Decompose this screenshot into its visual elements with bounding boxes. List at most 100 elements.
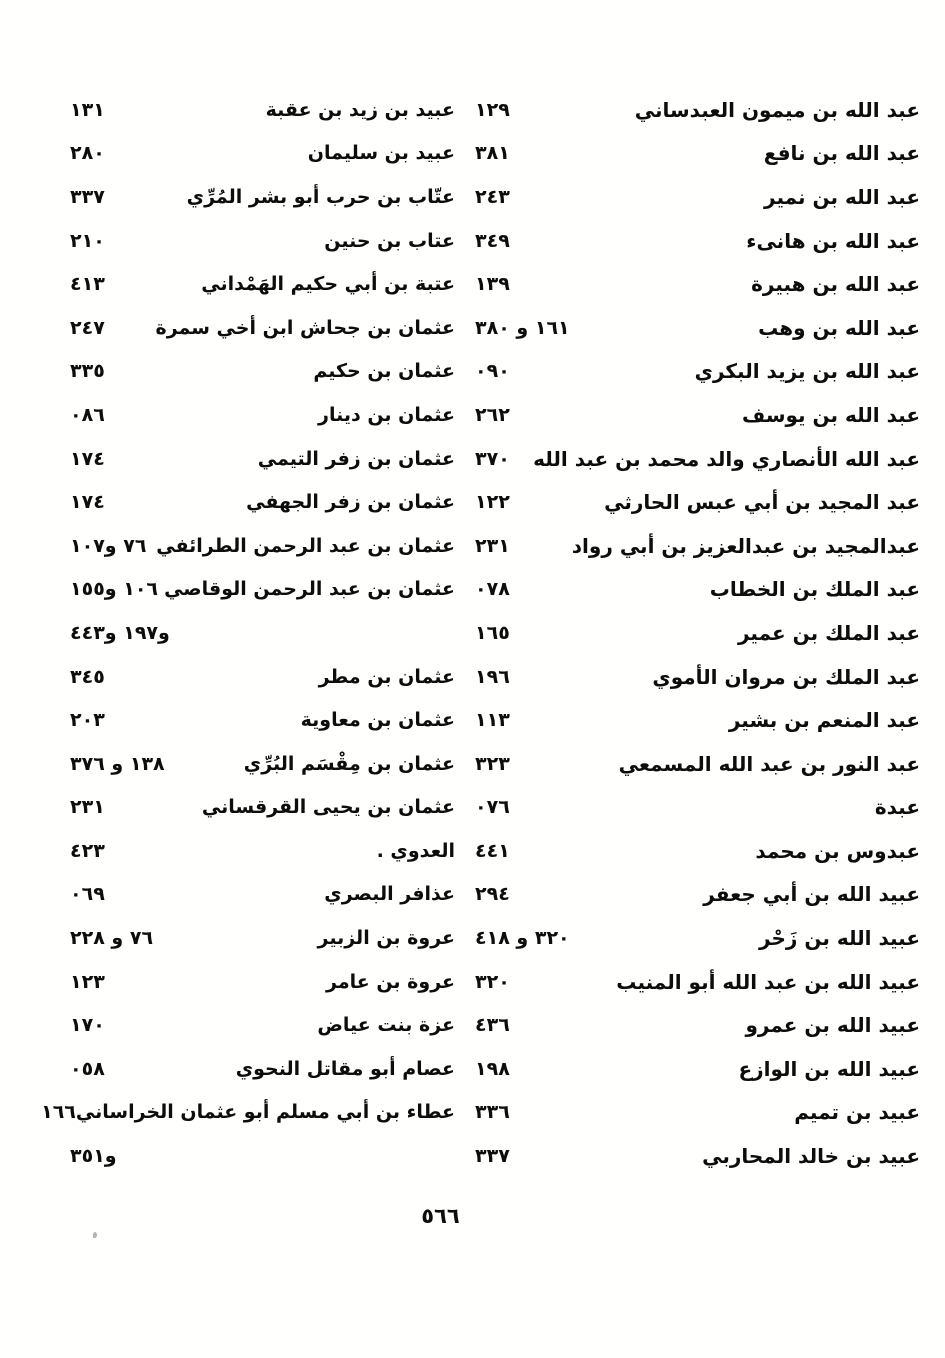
entry-page-number: ٣٣٥ — [70, 360, 105, 383]
entry-page-number: ١٣٩ — [475, 273, 510, 296]
entry-page-number: ٤٤١ — [475, 839, 510, 862]
entry-page-number: و٣٥١ — [70, 1145, 117, 1168]
index-row: و١٩٧ و٤٤٣ — [70, 611, 455, 655]
index-row: عبيد الله بن الوازع ١٩٨ — [475, 1047, 920, 1091]
entry-name: عزة بنت عياض — [317, 1014, 455, 1037]
index-row: عبيد بن زيد بن عقبة ١٣١ — [70, 88, 455, 132]
entry-name: عبيد الله بن عبد الله أبو المنيب — [616, 969, 920, 994]
entry-page-number: ٠٦٩ — [70, 883, 105, 906]
entry-name: عثمان بن زفر التيمي — [257, 447, 455, 470]
entry-name: عبيد بن زيد بن عقبة — [265, 98, 455, 121]
index-content: عبد الله بن ميمون العبدساني ١٢٩ عبد الله ب… — [0, 88, 945, 1178]
index-row: عبد الله بن يوسف ٢٦٢ — [475, 393, 920, 437]
entry-name: عبد الله بن نمير — [764, 184, 920, 209]
index-row: عذافر البصري ٠٦٩ — [70, 873, 455, 917]
entry-name: عبد الله الأنصاري والد محمد بن عبد الله — [533, 446, 920, 471]
entry-page-number: ٣٣٦ — [475, 1101, 510, 1124]
index-row: عبد الله بن يزيد البكري ٠٩٠ — [475, 350, 920, 394]
entry-name: عبد الملك بن الخطاب — [709, 577, 920, 602]
index-row: عثمان بن يحيى القرقساني ٢٣١ — [70, 786, 455, 830]
entry-page-number: ١١٣ — [475, 709, 510, 732]
entry-page-number: ٢٣١ — [70, 796, 105, 819]
entry-page-number: ٣٤٩ — [475, 229, 510, 252]
entry-name: عبد الله بن يزيد البكري — [694, 359, 920, 384]
entry-name: عثمان بن معاوية — [300, 709, 455, 732]
index-row: العدوي . ٤٢٣ — [70, 829, 455, 873]
entry-name: عتاب بن حنين — [324, 229, 455, 252]
index-row: عثمان بن مطر ٣٤٥ — [70, 655, 455, 699]
entry-name: عثمان بن يحيى القرقساني — [201, 796, 455, 819]
index-row: عثمان بن عبد الرحمن الوقاصي ١٠٦ و١٥٥ — [70, 568, 455, 612]
index-row: عثمان بن زفر الجهفي ١٧٤ — [70, 480, 455, 524]
entry-name: عبدوس بن محمد — [755, 838, 920, 863]
entry-name: عبدالمجيد بن عبدالعزيز بن أبي رواد — [571, 533, 920, 558]
entry-page-number: ١٩٨ — [475, 1057, 510, 1080]
index-row: عروة بن الزبير ٧٦ و ٢٢٨ — [70, 916, 455, 960]
index-row: عبد الله بن هانىء ٣٤٩ — [475, 219, 920, 263]
entry-name: عبد الله بن يوسف — [742, 402, 920, 427]
entry-page-number: ١٣١ — [70, 98, 105, 121]
entry-page-number: ٣٢٠ — [475, 970, 510, 993]
entry-name: عتّاب بن حرب أبو بشر المُرِّي — [186, 185, 455, 208]
index-row: عبيد الله بن أبي جعفر ٢٩٤ — [475, 873, 920, 917]
index-row: عروة بن عامر ١٢٣ — [70, 960, 455, 1004]
entry-page-number: ٢٤٧ — [70, 316, 105, 339]
entry-page-number: ٠٥٨ — [70, 1057, 105, 1080]
entry-page-number: ٣٨١ — [475, 142, 510, 165]
index-row: عبد المجيد بن أبي عبس الحارثي ١٢٢ — [475, 480, 920, 524]
index-row: عثمان بن جحاش ابن أخي سمرة ٢٤٧ — [70, 306, 455, 350]
index-row: عثمان بن حكيم ٣٣٥ — [70, 350, 455, 394]
entry-name: عبد الله بن هانىء — [746, 228, 920, 253]
entry-page-number: ٣٣٧ — [475, 1145, 510, 1168]
index-row: عبد الله الأنصاري والد محمد بن عبد الله ٣… — [475, 437, 920, 481]
entry-page-number: ٣٤٥ — [70, 665, 105, 688]
entry-page-number: ٠٧٦ — [475, 796, 510, 819]
entry-name: عثمان بن عبد الرحمن الطرائفي — [156, 534, 455, 557]
entry-page-number: ٢١٠ — [70, 229, 105, 252]
index-row: عبد الملك بن مروان الأموي ١٩٦ — [475, 655, 920, 699]
entry-page-number: ١٦١ و ٣٨٠ — [475, 316, 570, 339]
entry-name: عبيد بن تميم — [794, 1100, 920, 1125]
entry-name: عبيد الله بن عمرو — [745, 1013, 920, 1038]
index-row: عبدالمجيد بن عبدالعزيز بن أبي رواد ٢٣١ — [475, 524, 920, 568]
entry-name: عبيد بن سليمان — [307, 142, 455, 165]
entry-page-number: ٣٢٠ و ٤١٨ — [475, 927, 570, 950]
index-row: عبد الله بن نمير ٢٤٣ — [475, 175, 920, 219]
index-row: عبيد بن سليمان ٢٨٠ — [70, 132, 455, 176]
entry-page-number: ١٢٣ — [70, 970, 105, 993]
index-row: عصام أبو مقاتل النحوي ٠٥٨ — [70, 1047, 455, 1091]
entry-page-number: ١٦٦ — [41, 1101, 76, 1124]
entry-name: عبيد الله بن الوازع — [738, 1056, 920, 1081]
index-row: عتّاب بن حرب أبو بشر المُرِّي ٣٣٧ — [70, 175, 455, 219]
entry-page-number: ١٧٤ — [70, 491, 105, 514]
entry-name: عبيد الله بن زَحْر — [759, 926, 920, 951]
entry-page-number: و١٩٧ و٤٤٣ — [70, 621, 170, 644]
entry-page-number: ٣٣٧ — [70, 185, 105, 208]
index-column-right: عبد الله بن ميمون العبدساني ١٢٩ عبد الله ب… — [475, 88, 920, 1178]
entry-name: عثمان بن زفر الجهفي — [246, 491, 455, 514]
index-row: عتاب بن حنين ٢١٠ — [70, 219, 455, 263]
index-row: عطاء بن أبي مسلم أبو عثمان الخراساني ١٦٦ — [41, 1091, 455, 1135]
entry-name: عبد المنعم بن بشير — [728, 708, 920, 733]
entry-name: عثمان بن دينار — [318, 403, 455, 426]
index-row: عبد الله بن هبيرة ١٣٩ — [475, 262, 920, 306]
entry-page-number: ٢٤٣ — [475, 185, 510, 208]
entry-name: عبد الله بن نافع — [763, 141, 920, 166]
index-row: عبيد بن تميم ٣٣٦ — [475, 1091, 920, 1135]
entry-name: عبيد الله بن أبي جعفر — [703, 882, 920, 907]
index-row: عثمان بن زفر التيمي ١٧٤ — [70, 437, 455, 481]
index-row: عثمان بن عبد الرحمن الطرائفي ٧٦ و١٠٧ — [70, 524, 455, 568]
entry-page-number: ٠٩٠ — [475, 360, 510, 383]
entry-page-number: ١٣٨ و ٣٧٦ — [70, 752, 165, 775]
entry-page-number: ٤٢٣ — [70, 839, 105, 862]
index-row: عبد النور بن عبد الله المسمعي ٣٢٣ — [475, 742, 920, 786]
entry-page-number: ٠٧٨ — [475, 578, 510, 601]
index-row: عبد الله بن نافع ٣٨١ — [475, 132, 920, 176]
entry-page-number: ٧٦ و ٢٢٨ — [70, 927, 154, 950]
index-row: عبدة ٠٧٦ — [475, 786, 920, 830]
entry-page-number: ١٠٦ و١٥٥ — [70, 578, 159, 601]
entry-name: عصام أبو مقاتل النحوي — [235, 1057, 455, 1080]
entry-page-number: ٣٧٠ — [475, 447, 510, 470]
page-number: ٥٦٦ — [421, 1204, 460, 1228]
index-row: عزة بنت عياض ١٧٠ — [70, 1003, 455, 1047]
